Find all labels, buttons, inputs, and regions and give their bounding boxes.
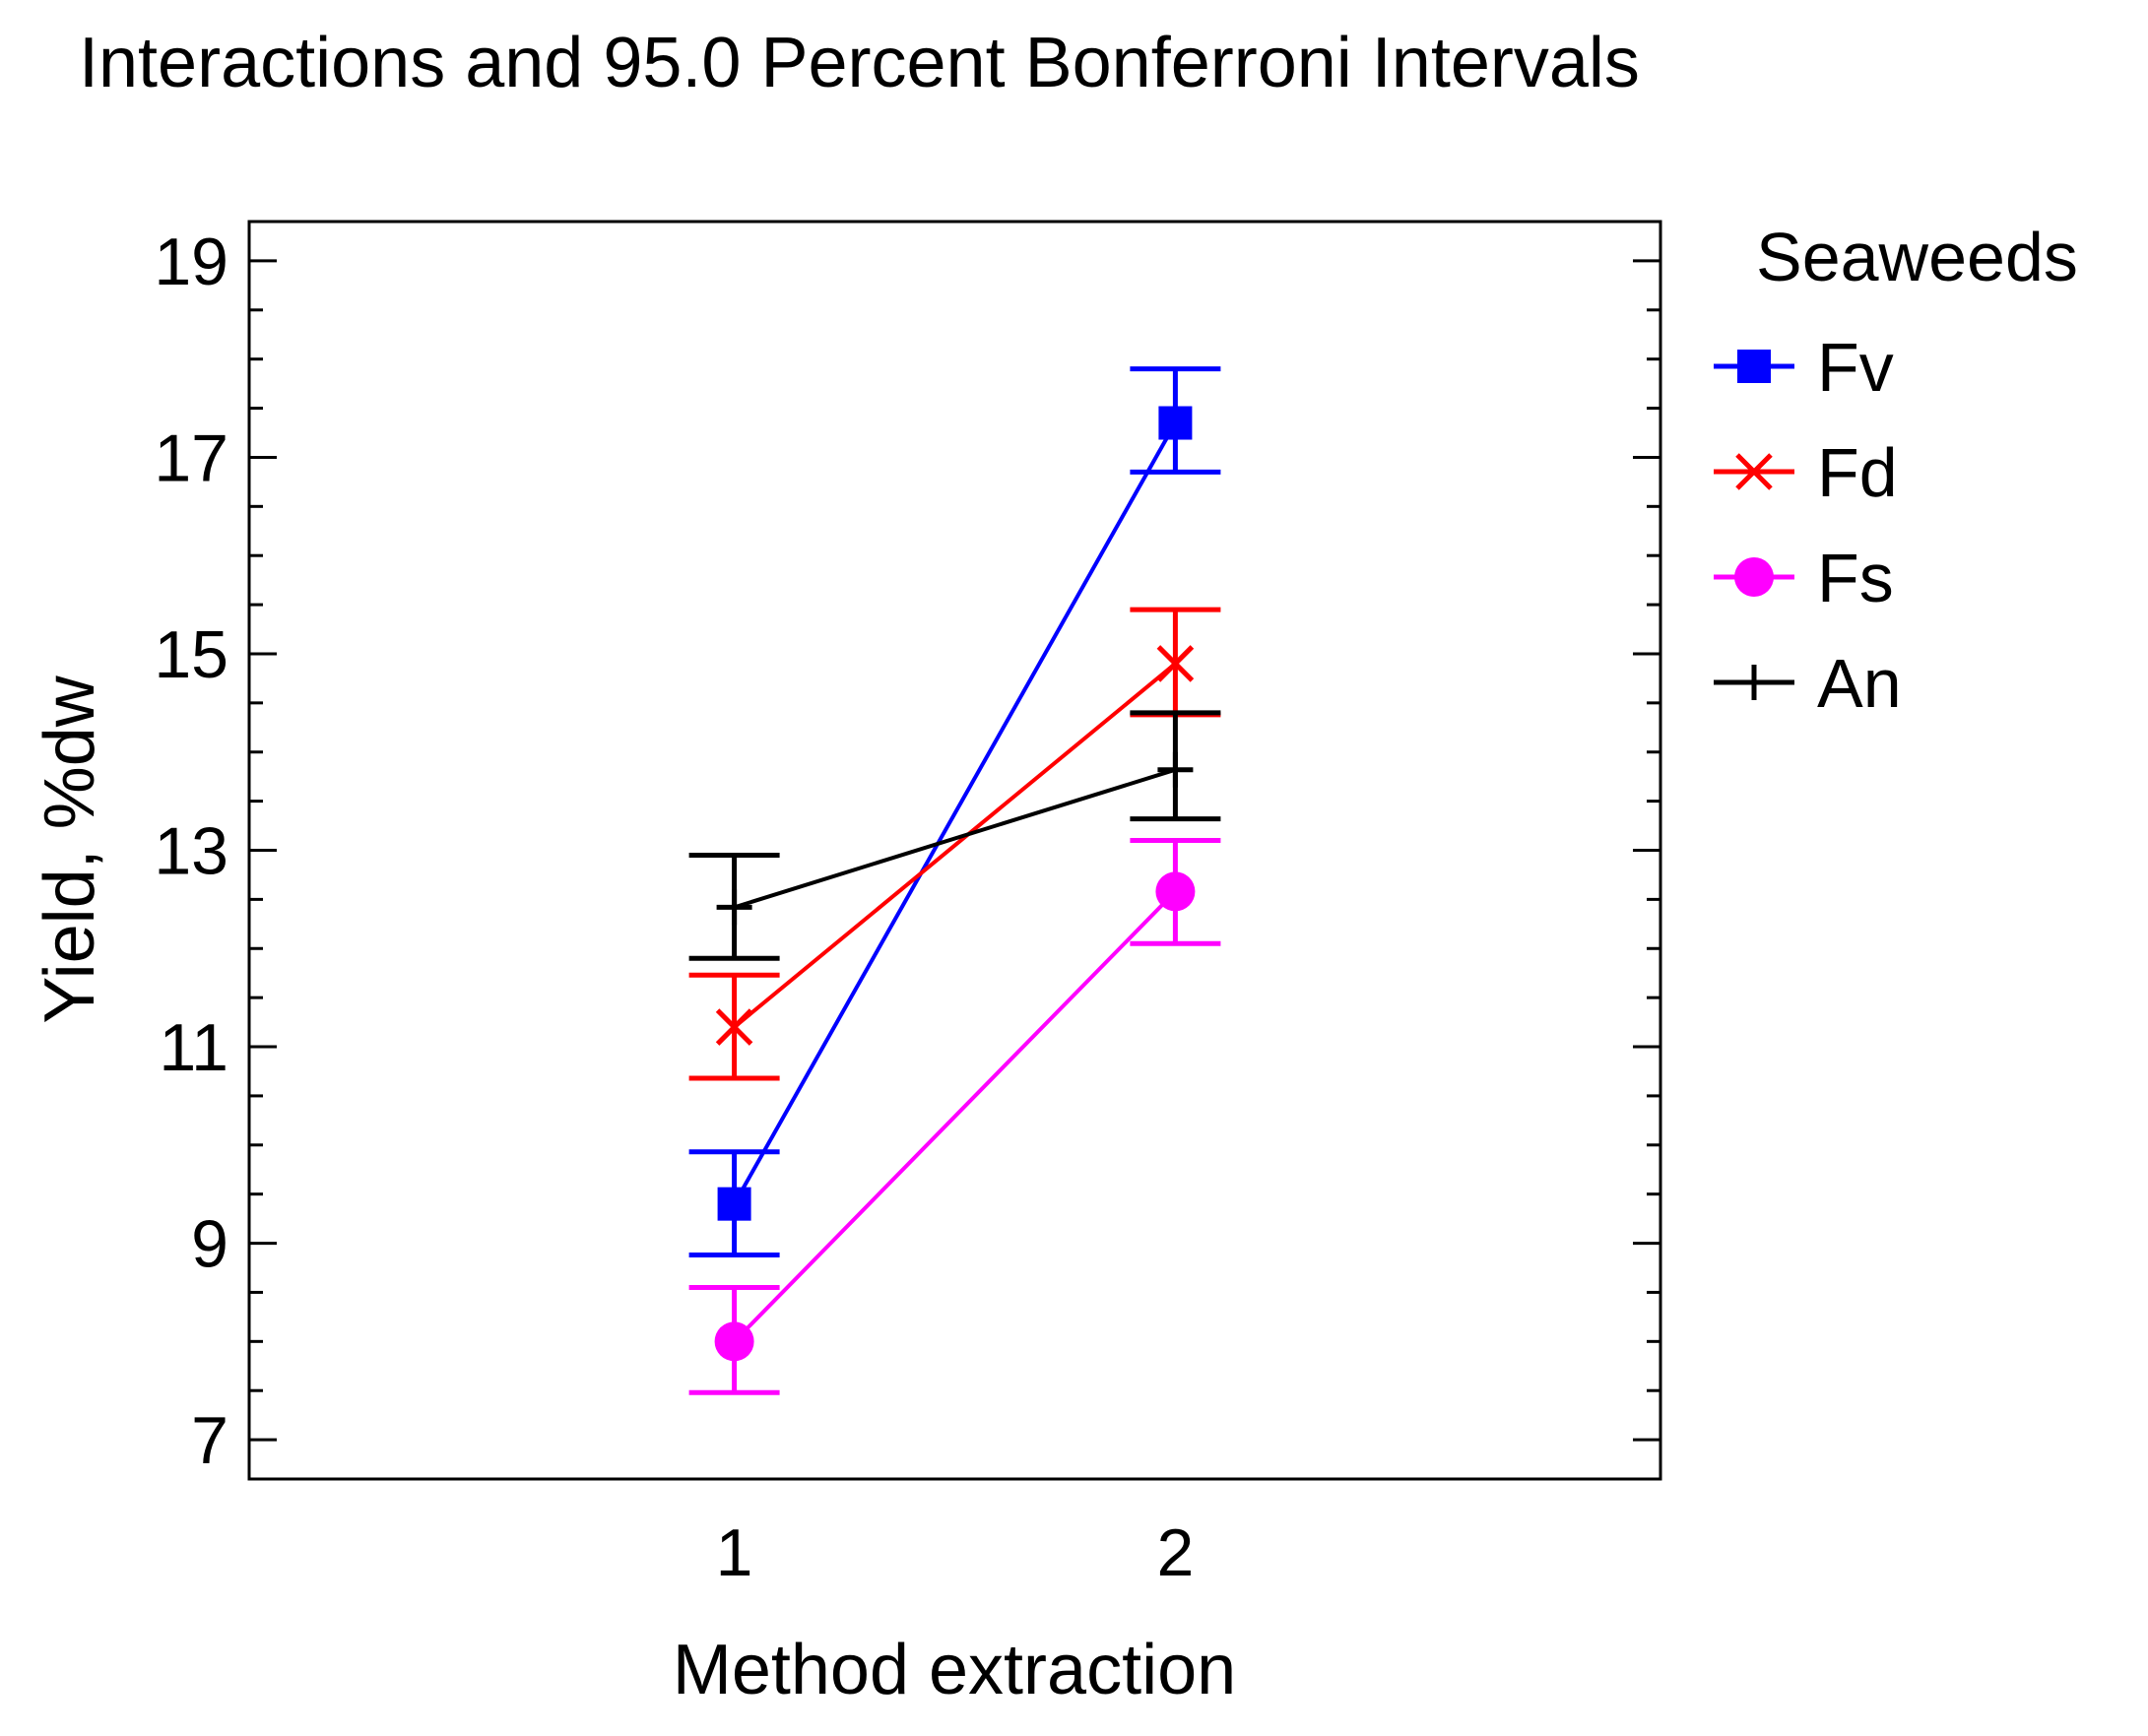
data-point-fs — [1155, 871, 1196, 912]
legend-marker-an — [1736, 665, 1772, 700]
series-an — [688, 710, 1221, 961]
x-tick-label: 2 — [1156, 1515, 1194, 1590]
x-tick-label: 1 — [716, 1515, 753, 1590]
axis-ticks — [249, 259, 1660, 1442]
series-line-an — [733, 767, 1177, 910]
plot-series — [688, 366, 1221, 1395]
data-point-fd — [715, 1008, 753, 1046]
legend-title: Seaweeds — [1756, 219, 2078, 295]
series-fv — [688, 366, 1221, 1258]
y-tick-label: 7 — [191, 1403, 228, 1478]
y-tick-label: 13 — [154, 814, 228, 889]
legend-marker-fs — [1734, 557, 1774, 597]
legend-label-fs: Fs — [1817, 540, 1894, 616]
x-axis-title: Method extraction — [673, 1631, 1236, 1709]
y-tick-label: 19 — [154, 225, 228, 299]
data-point-fs — [714, 1321, 754, 1362]
y-tick-label: 11 — [159, 1010, 228, 1085]
legend-item-fs: Fs — [1714, 540, 1894, 616]
legend-label-fv: Fv — [1817, 329, 1894, 406]
marker-stroke — [1735, 453, 1773, 490]
chart-title: Interactions and 95.0 Percent Bonferroni… — [79, 24, 1640, 102]
data-point-fv — [717, 1187, 751, 1221]
y-axis-title: Yield, %dw — [31, 675, 109, 1024]
legend-marker-fv — [1737, 350, 1771, 383]
series-line-fd — [733, 662, 1177, 1029]
legend: Seaweeds Fv Fd Fs An — [1714, 219, 2078, 722]
marker-stroke — [1156, 645, 1195, 682]
legend-marker-fd — [1735, 453, 1773, 490]
data-point-an — [716, 889, 752, 926]
data-point-an — [1157, 751, 1194, 788]
data-point-fv — [1158, 406, 1193, 440]
y-tick-labels: 7 9 11 13 15 17 19 — [154, 225, 228, 1478]
legend-label-fd: Fd — [1817, 434, 1898, 511]
y-tick-label: 17 — [154, 420, 228, 495]
legend-item-fd: Fd — [1714, 434, 1898, 511]
series-fs — [688, 838, 1221, 1395]
y-tick-label: 15 — [154, 617, 228, 692]
y-tick-label: 9 — [191, 1207, 228, 1282]
legend-item-an: An — [1714, 645, 1902, 722]
marker-stroke — [715, 1008, 753, 1046]
series-line-fs — [733, 890, 1177, 1343]
legend-label-an: An — [1817, 645, 1902, 722]
data-point-fd — [1156, 645, 1195, 682]
legend-item-fv: Fv — [1714, 329, 1894, 406]
series-line-fv — [732, 421, 1178, 1205]
plot-frame — [247, 220, 1662, 1481]
series-fd — [688, 607, 1221, 1081]
